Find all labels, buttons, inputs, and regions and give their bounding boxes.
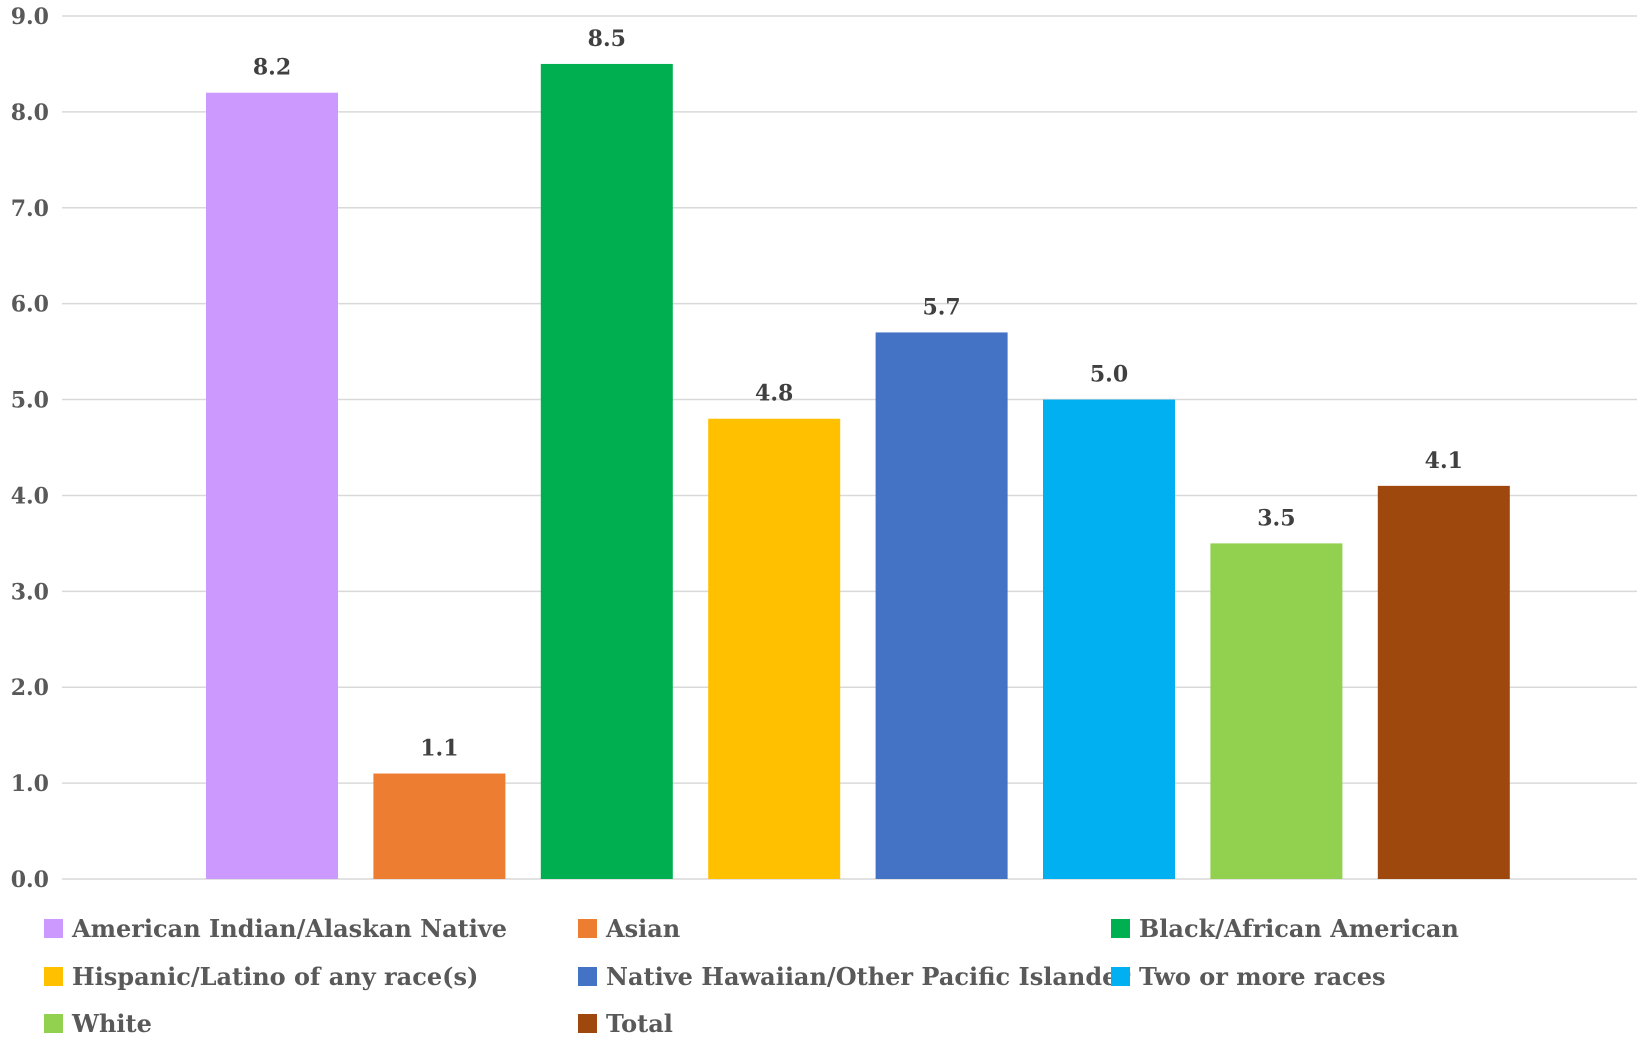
legend-swatch bbox=[1111, 967, 1130, 986]
y-tick-label: 3.0 bbox=[11, 579, 49, 605]
data-label: 4.1 bbox=[1425, 448, 1463, 474]
bar bbox=[206, 92, 338, 879]
legend-label: American Indian/Alaskan Native bbox=[71, 914, 507, 943]
data-label: 1.1 bbox=[420, 736, 458, 762]
legend: American Indian/Alaskan Native Asian Black… bbox=[44, 914, 1459, 1038]
bar bbox=[875, 332, 1008, 879]
legend-swatch bbox=[578, 967, 597, 986]
y-tick-label: 5.0 bbox=[11, 388, 49, 414]
bar bbox=[1043, 399, 1175, 879]
legend-swatch bbox=[44, 967, 63, 986]
legend-swatch bbox=[44, 1014, 63, 1033]
legend-label: Two or more races bbox=[1139, 962, 1386, 991]
legend-label: Total bbox=[606, 1009, 673, 1038]
legend-swatch bbox=[1111, 919, 1130, 938]
y-tick-label: 2.0 bbox=[11, 675, 49, 701]
data-label: 8.2 bbox=[253, 55, 291, 81]
bars bbox=[206, 63, 1510, 879]
bar bbox=[540, 63, 673, 879]
legend-label: Native Hawaiian/Other Pacific Islander bbox=[606, 962, 1130, 991]
legend-item: Native Hawaiian/Other Pacific Islander bbox=[578, 962, 1130, 991]
legend-item: Hispanic/Latino of any race(s) bbox=[44, 962, 478, 991]
y-tick-label: 7.0 bbox=[11, 196, 49, 222]
bar bbox=[1377, 485, 1510, 879]
y-tick-label: 6.0 bbox=[11, 292, 49, 318]
data-label: 5.7 bbox=[922, 294, 960, 320]
y-axis: 0.0 1.0 2.0 3.0 4.0 5.0 6.0 7.0 8.0 9.0 bbox=[11, 4, 49, 893]
legend-item: White bbox=[44, 1009, 152, 1038]
y-tick-label: 9.0 bbox=[11, 4, 49, 30]
legend-item: Two or more races bbox=[1111, 962, 1386, 991]
data-label: 8.5 bbox=[588, 26, 626, 52]
legend-label: Hispanic/Latino of any race(s) bbox=[72, 962, 478, 991]
legend-item: American Indian/Alaskan Native bbox=[44, 914, 507, 943]
y-tick-label: 8.0 bbox=[11, 100, 49, 126]
legend-swatch bbox=[578, 1014, 597, 1033]
legend-label: Asian bbox=[605, 914, 680, 943]
legend-swatch bbox=[44, 919, 63, 938]
legend-item: Asian bbox=[578, 914, 680, 943]
bar bbox=[1210, 543, 1343, 879]
bar bbox=[708, 418, 841, 879]
data-label: 3.5 bbox=[1257, 505, 1295, 531]
data-label: 5.0 bbox=[1090, 362, 1128, 388]
bar bbox=[373, 773, 506, 879]
legend-item: Black/African American bbox=[1111, 914, 1459, 943]
y-tick-label: 4.0 bbox=[11, 483, 49, 509]
legend-label: White bbox=[71, 1009, 152, 1038]
data-labels: 8.2 1.1 8.5 4.8 5.7 5.0 3.5 4.1 bbox=[253, 26, 1463, 762]
data-label: 4.8 bbox=[755, 381, 793, 407]
legend-label: Black/African American bbox=[1139, 914, 1459, 943]
legend-item: Total bbox=[578, 1009, 673, 1038]
y-tick-label: 1.0 bbox=[11, 771, 49, 797]
legend-swatch bbox=[578, 919, 597, 938]
y-tick-label: 0.0 bbox=[11, 867, 49, 893]
